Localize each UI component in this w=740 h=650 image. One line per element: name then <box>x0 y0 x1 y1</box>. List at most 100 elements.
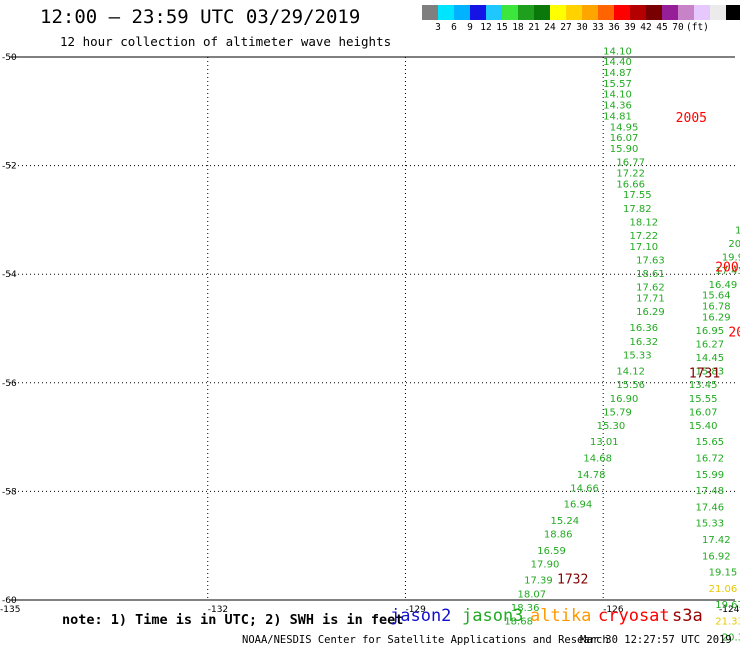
color-swatch <box>598 5 614 20</box>
color-scale-label: 3 <box>435 22 441 33</box>
swh-data-label: 15.40 <box>689 421 718 432</box>
swh-data-label: 16.66 <box>616 179 645 190</box>
swh-data-label: 21.33 <box>715 616 740 627</box>
swh-data-label: 16.07 <box>610 133 639 144</box>
generated-timestamp: Mar 30 12:27:57 UTC 2019 <box>580 634 732 646</box>
swh-data-label: 16.29 <box>702 312 731 323</box>
x-tick-label: -124 <box>719 605 740 615</box>
swh-data-label: 14.66 <box>570 483 599 494</box>
swh-data-label: 15.30 <box>597 421 626 432</box>
swh-data-label: 14.36 <box>603 101 632 112</box>
swh-data-label: 16.94 <box>564 500 593 511</box>
swh-data-label: 18.12 <box>630 217 659 228</box>
swh-data-label: 13.45 <box>689 380 718 391</box>
color-swatch <box>678 5 694 20</box>
time-label: 1731 <box>689 366 720 381</box>
x-tick-label: -135 <box>0 605 20 615</box>
color-swatch <box>566 5 582 20</box>
time-label: 2004 <box>728 326 740 341</box>
color-scale-label: 15 <box>496 22 508 33</box>
swh-data-label: 18.67 <box>735 225 740 236</box>
swh-data-label: 15.90 <box>610 144 639 155</box>
swh-data-label: 15.33 <box>695 519 724 530</box>
swh-data-label: 14.10 <box>603 46 632 57</box>
swh-data-label: 17.22 <box>630 231 659 242</box>
swh-data-label: 20.32 <box>722 633 740 644</box>
color-swatch <box>486 5 502 20</box>
swh-data-label: 17.82 <box>623 204 652 215</box>
y-tick-label: -50 <box>2 53 17 63</box>
color-swatch <box>550 5 566 20</box>
color-scale-label: 30 <box>576 22 588 33</box>
swh-data-label: 15.56 <box>616 380 645 391</box>
x-tick-label: -126 <box>603 605 624 615</box>
swh-data-label: 16.92 <box>702 551 731 562</box>
color-swatch <box>646 5 662 20</box>
swh-data-label: 17.22 <box>616 168 645 179</box>
color-swatch <box>726 5 740 20</box>
satellite-legend-jason3: jason3 <box>462 606 524 626</box>
swh-data-label: 15.24 <box>550 516 579 527</box>
time-label: 1732 <box>557 573 588 588</box>
color-swatch <box>534 5 550 20</box>
swh-data-label: 17.48 <box>695 486 724 497</box>
color-scale-label: 39 <box>624 22 636 33</box>
y-tick-label: -60 <box>2 596 17 606</box>
swh-data-label: 16.36 <box>630 323 659 334</box>
color-swatch <box>502 5 518 20</box>
y-tick-label: -58 <box>2 487 17 497</box>
swh-data-label: 20.00 <box>728 239 740 250</box>
swh-data-label: 17.90 <box>531 559 560 570</box>
swh-data-label: 18.61 <box>636 269 665 280</box>
chart-subtitle: 12 hour collection of altimeter wave hei… <box>60 34 392 49</box>
swh-data-label: 17.63 <box>636 255 665 266</box>
swh-data-label: 14.81 <box>603 111 632 122</box>
swh-data-label: 21.06 <box>709 584 738 595</box>
time-label: 2004 <box>715 260 740 275</box>
color-swatch <box>422 5 438 20</box>
swh-data-label: 15.99 <box>695 470 724 481</box>
swh-data-label: 15.55 <box>689 394 718 405</box>
swh-data-label: 16.29 <box>636 307 665 318</box>
y-tick-label: -54 <box>2 270 17 280</box>
swh-data-label: 17.10 <box>630 242 659 253</box>
swh-data-label: 17.42 <box>702 535 731 546</box>
color-scale-label: 27 <box>560 22 572 33</box>
color-swatch <box>662 5 678 20</box>
swh-data-label: 15.83 <box>695 367 724 378</box>
satellite-legend-s3a: s3a <box>672 606 703 626</box>
swh-data-label: 16.78 <box>702 301 731 312</box>
swh-data-label: 14.78 <box>577 470 606 481</box>
swh-data-label: 19.15 <box>709 568 738 579</box>
color-scale-label: 12 <box>480 22 492 33</box>
swh-data-label: 16.95 <box>695 326 724 337</box>
footer-note: note: 1) Time is in UTC; 2) SWH is in fe… <box>62 612 404 628</box>
chart-title: 12:00 – 23:59 UTC 03/29/2019 <box>40 6 361 28</box>
color-swatch <box>630 5 646 20</box>
color-swatch <box>582 5 598 20</box>
swh-data-label: 18.07 <box>518 589 547 600</box>
x-tick-label: -129 <box>405 605 426 615</box>
swh-data-label: 13.01 <box>590 437 619 448</box>
color-swatch <box>694 5 710 20</box>
color-scale-label: 9 <box>467 22 473 33</box>
color-swatch <box>614 5 630 20</box>
y-tick-label: -52 <box>2 162 17 172</box>
swh-data-label: 14.12 <box>616 367 645 378</box>
swh-data-label: 16.32 <box>630 337 659 348</box>
color-scale-label: 24 <box>544 22 556 33</box>
satellite-legend-cryosat: cryosat <box>598 606 670 626</box>
swh-data-label: 15.64 <box>702 291 731 302</box>
swh-data-label: 17.43 <box>715 266 740 277</box>
swh-data-label: 15.65 <box>695 437 724 448</box>
swh-data-label: 14.95 <box>610 122 639 133</box>
color-scale-label: 6 <box>451 22 457 33</box>
swh-data-label: 18.36 <box>511 603 540 614</box>
color-scale-label: 36 <box>608 22 620 33</box>
x-tick-label: -132 <box>208 605 228 615</box>
satellite-legend-altika: altika <box>530 606 592 626</box>
color-scale-label: 33 <box>592 22 604 33</box>
swh-data-label: 14.10 <box>603 90 632 101</box>
swh-data-label: 16.07 <box>689 407 718 418</box>
